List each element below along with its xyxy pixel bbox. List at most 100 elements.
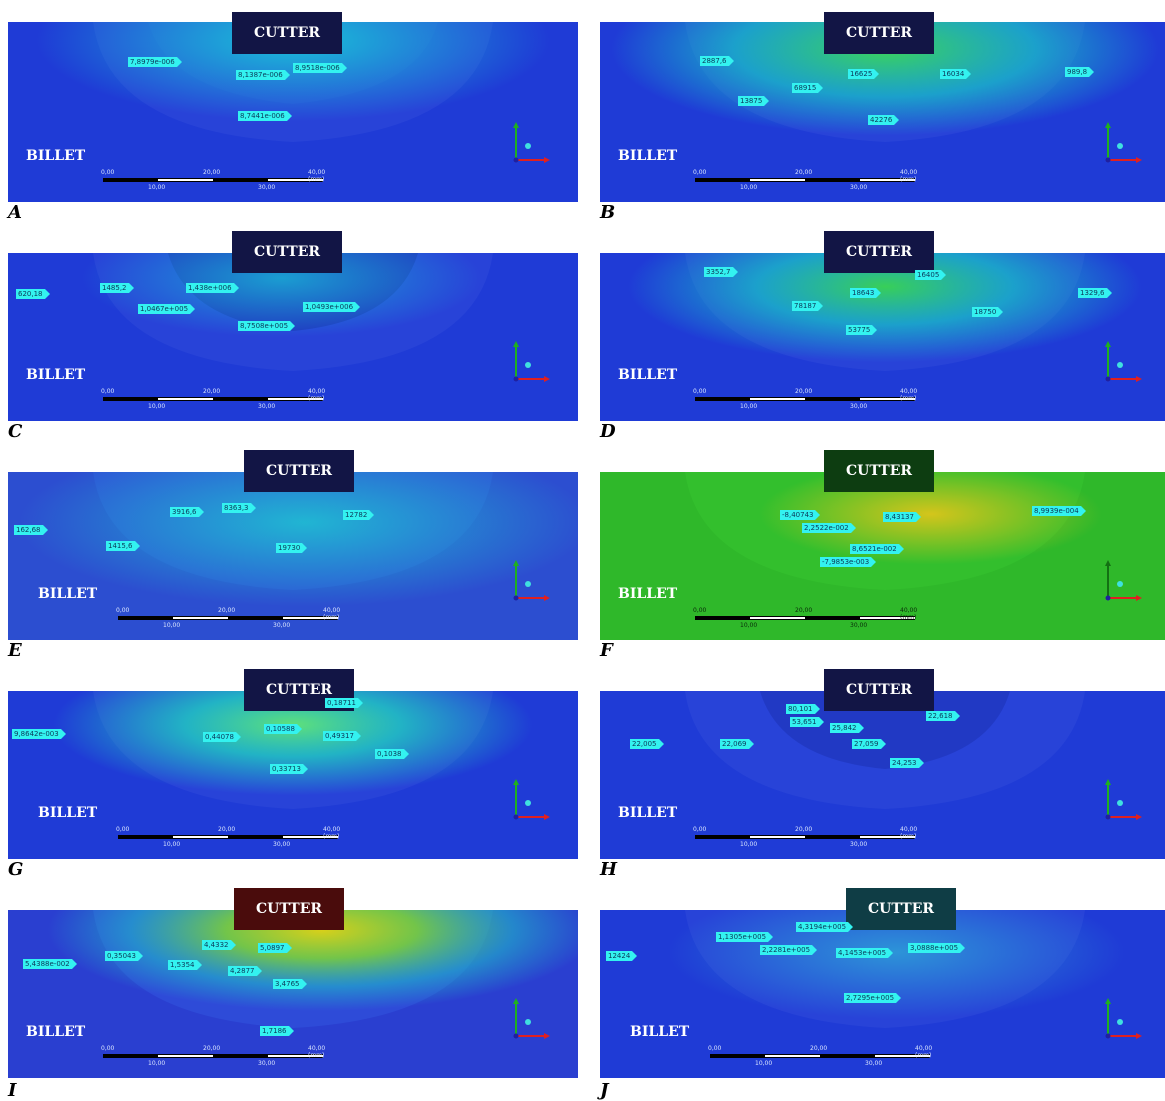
probe-label: 1,5354	[168, 960, 201, 970]
probe-label: 0,1038	[375, 749, 408, 759]
cutter: CUTTER	[232, 231, 342, 273]
probe-label: 18643	[850, 288, 882, 298]
scale-bar: 0,00 20,00 40,00 (mm) 10,00 30,00	[693, 607, 918, 638]
probe-label: 8,1387e-006	[236, 70, 290, 80]
field-c	[8, 253, 578, 421]
probe-label: 0,44078	[203, 732, 241, 742]
scale-bar: 0,00 20,00 40,00 (mm) 10,00 30,00	[693, 169, 917, 200]
cutter: CUTTER	[232, 12, 342, 54]
scale-tick: 0,00	[708, 1045, 722, 1052]
field-f	[600, 472, 1165, 640]
probe-label: 1,7186	[260, 1026, 293, 1036]
probe-label: 989,8	[1065, 67, 1095, 77]
probe-label: 3916,6	[170, 507, 203, 517]
plot-b: CUTTER BILLET 2887,6 16625 16034 989,8 6…	[600, 12, 1165, 202]
scale-tick: 40,00 (mm)	[900, 826, 918, 840]
scale-tick: 10,00	[148, 403, 166, 410]
scale-bar: 0,00 20,00 40,00 (mm) 10,00 30,00	[116, 607, 340, 638]
plot-e: CUTTER BILLET 162,68 3916,6 8363,3 12782…	[8, 450, 578, 640]
probe-label: 16405	[915, 270, 947, 280]
axis-triad-icon	[513, 998, 550, 1039]
probe-label: 8363,3	[222, 503, 255, 513]
probe-label: 0,49317	[323, 731, 361, 741]
probe-label: 162,68	[14, 525, 47, 535]
probe-label: 620,18	[16, 289, 49, 299]
billet-label: BILLET	[26, 148, 86, 164]
probe-label: 0,33713	[270, 764, 308, 774]
field-i	[8, 910, 578, 1078]
plot-a: CUTTER BILLET 7,8979e-006 8,1387e-006 8,…	[8, 12, 578, 202]
scale-tick: 30,00	[258, 1060, 276, 1067]
cutter: CUTTER	[824, 450, 934, 492]
plot-f: CUTTER BILLET -8,40743 8,43137 8,9939e-0…	[600, 450, 1165, 640]
scale-tick: 10,00	[755, 1060, 773, 1067]
axis-triad-icon	[1105, 998, 1142, 1039]
scale-tick: 0,00	[101, 1045, 115, 1052]
probe-label: 0,10588	[264, 724, 302, 734]
cutter: CUTTER	[824, 231, 934, 273]
probe-label: 19730	[276, 543, 308, 553]
probe-label: 1329,6	[1078, 288, 1111, 298]
probe-label: 8,43137	[883, 512, 921, 522]
probe-label: 1415,6	[106, 541, 139, 551]
cutter: CUTTER	[824, 669, 934, 711]
scale-tick: 30,00	[258, 184, 276, 191]
probe-label: 7,8979e-006	[128, 57, 182, 67]
panel-letter: J	[600, 1080, 609, 1101]
scale-bar: 0,00 20,00 40,00 (mm) 10,00 30,00	[693, 826, 918, 857]
field-e	[8, 472, 578, 640]
scale-tick: 0,00	[101, 169, 115, 176]
probe-label: 8,9518e-006	[293, 63, 347, 73]
probe-label: 4,2877	[228, 966, 261, 976]
plot-h: CUTTER BILLET 80,101 53,651 25,842 22,61…	[600, 669, 1165, 859]
probe-label: 2,7295e+005	[844, 993, 902, 1003]
scale-tick: 0,00	[693, 388, 707, 395]
field-j	[600, 910, 1165, 1078]
billet-label: BILLET	[26, 367, 86, 383]
scale-bar: 0,00 20,00 40,00 (mm) 10,00 30,00	[116, 826, 341, 857]
scale-tick: 10,00	[740, 403, 758, 410]
probe-label: 22,005	[630, 739, 663, 749]
probe-label: 13875	[738, 96, 770, 106]
axis-triad-icon	[1105, 560, 1142, 601]
scale-tick: 30,00	[850, 622, 868, 629]
scale-tick: 10,00	[740, 841, 758, 848]
billet-label: BILLET	[26, 1024, 86, 1040]
probe-label: 1485,2	[100, 283, 133, 293]
scale-tick: 10,00	[740, 622, 758, 629]
scale-bar: 0,00 20,00 40,00 (mm) 10,00 30,00	[101, 169, 326, 200]
scale-tick: 20,00	[218, 607, 236, 614]
probe-label: 8,9939e-004	[1032, 506, 1086, 516]
scale-bar: 0,00 20,00 40,00 (mm) 10,00 30,00	[693, 388, 917, 419]
scale-tick: 40,00 (mm)	[308, 169, 326, 183]
probe-label: 18750	[972, 307, 1004, 317]
panel-letter: H	[600, 859, 618, 880]
probe-label: 3352,7	[704, 267, 737, 277]
probe-label: 8,6521e-002	[850, 544, 904, 554]
scale-tick: 40,00 (mm)	[323, 826, 341, 840]
field-h	[600, 691, 1165, 859]
panel-letter: I	[8, 1080, 17, 1101]
scale-tick: 0,00	[693, 169, 707, 176]
scale-tick: 30,00	[850, 184, 868, 191]
probe-label: 68915	[792, 83, 824, 93]
scale-tick: 40,00 (mm)	[900, 607, 918, 621]
scale-tick: 10,00	[740, 184, 758, 191]
probe-label: 53775	[846, 325, 878, 335]
panel-b: CUTTER BILLET 2887,6 16625 16034 989,8 6…	[600, 12, 1165, 223]
probe-label: 1,1305e+005	[716, 932, 774, 942]
cutter: CUTTER	[244, 450, 354, 492]
probe-label: 22,618	[926, 711, 959, 721]
probe-label: 5,0897	[258, 943, 291, 953]
scale-bar: 0,00 20,00 40,00 (mm) 10,00 30,00	[101, 1045, 325, 1076]
panel-a: CUTTER BILLET 7,8979e-006 8,1387e-006 8,…	[8, 12, 578, 223]
probe-label: 4,3194e+005	[796, 922, 854, 932]
scale-tick: 30,00	[273, 622, 291, 629]
plot-g: CUTTER BILLET 0,18711 9,8642e-003 0,1058…	[8, 669, 578, 859]
scale-tick: 0,00	[693, 826, 707, 833]
axis-triad-icon	[513, 779, 550, 820]
scale-tick: 10,00	[163, 841, 181, 848]
axis-triad-icon	[1105, 779, 1142, 820]
probe-label: 1,438e+006	[186, 283, 239, 293]
scale-tick: 10,00	[163, 622, 181, 629]
